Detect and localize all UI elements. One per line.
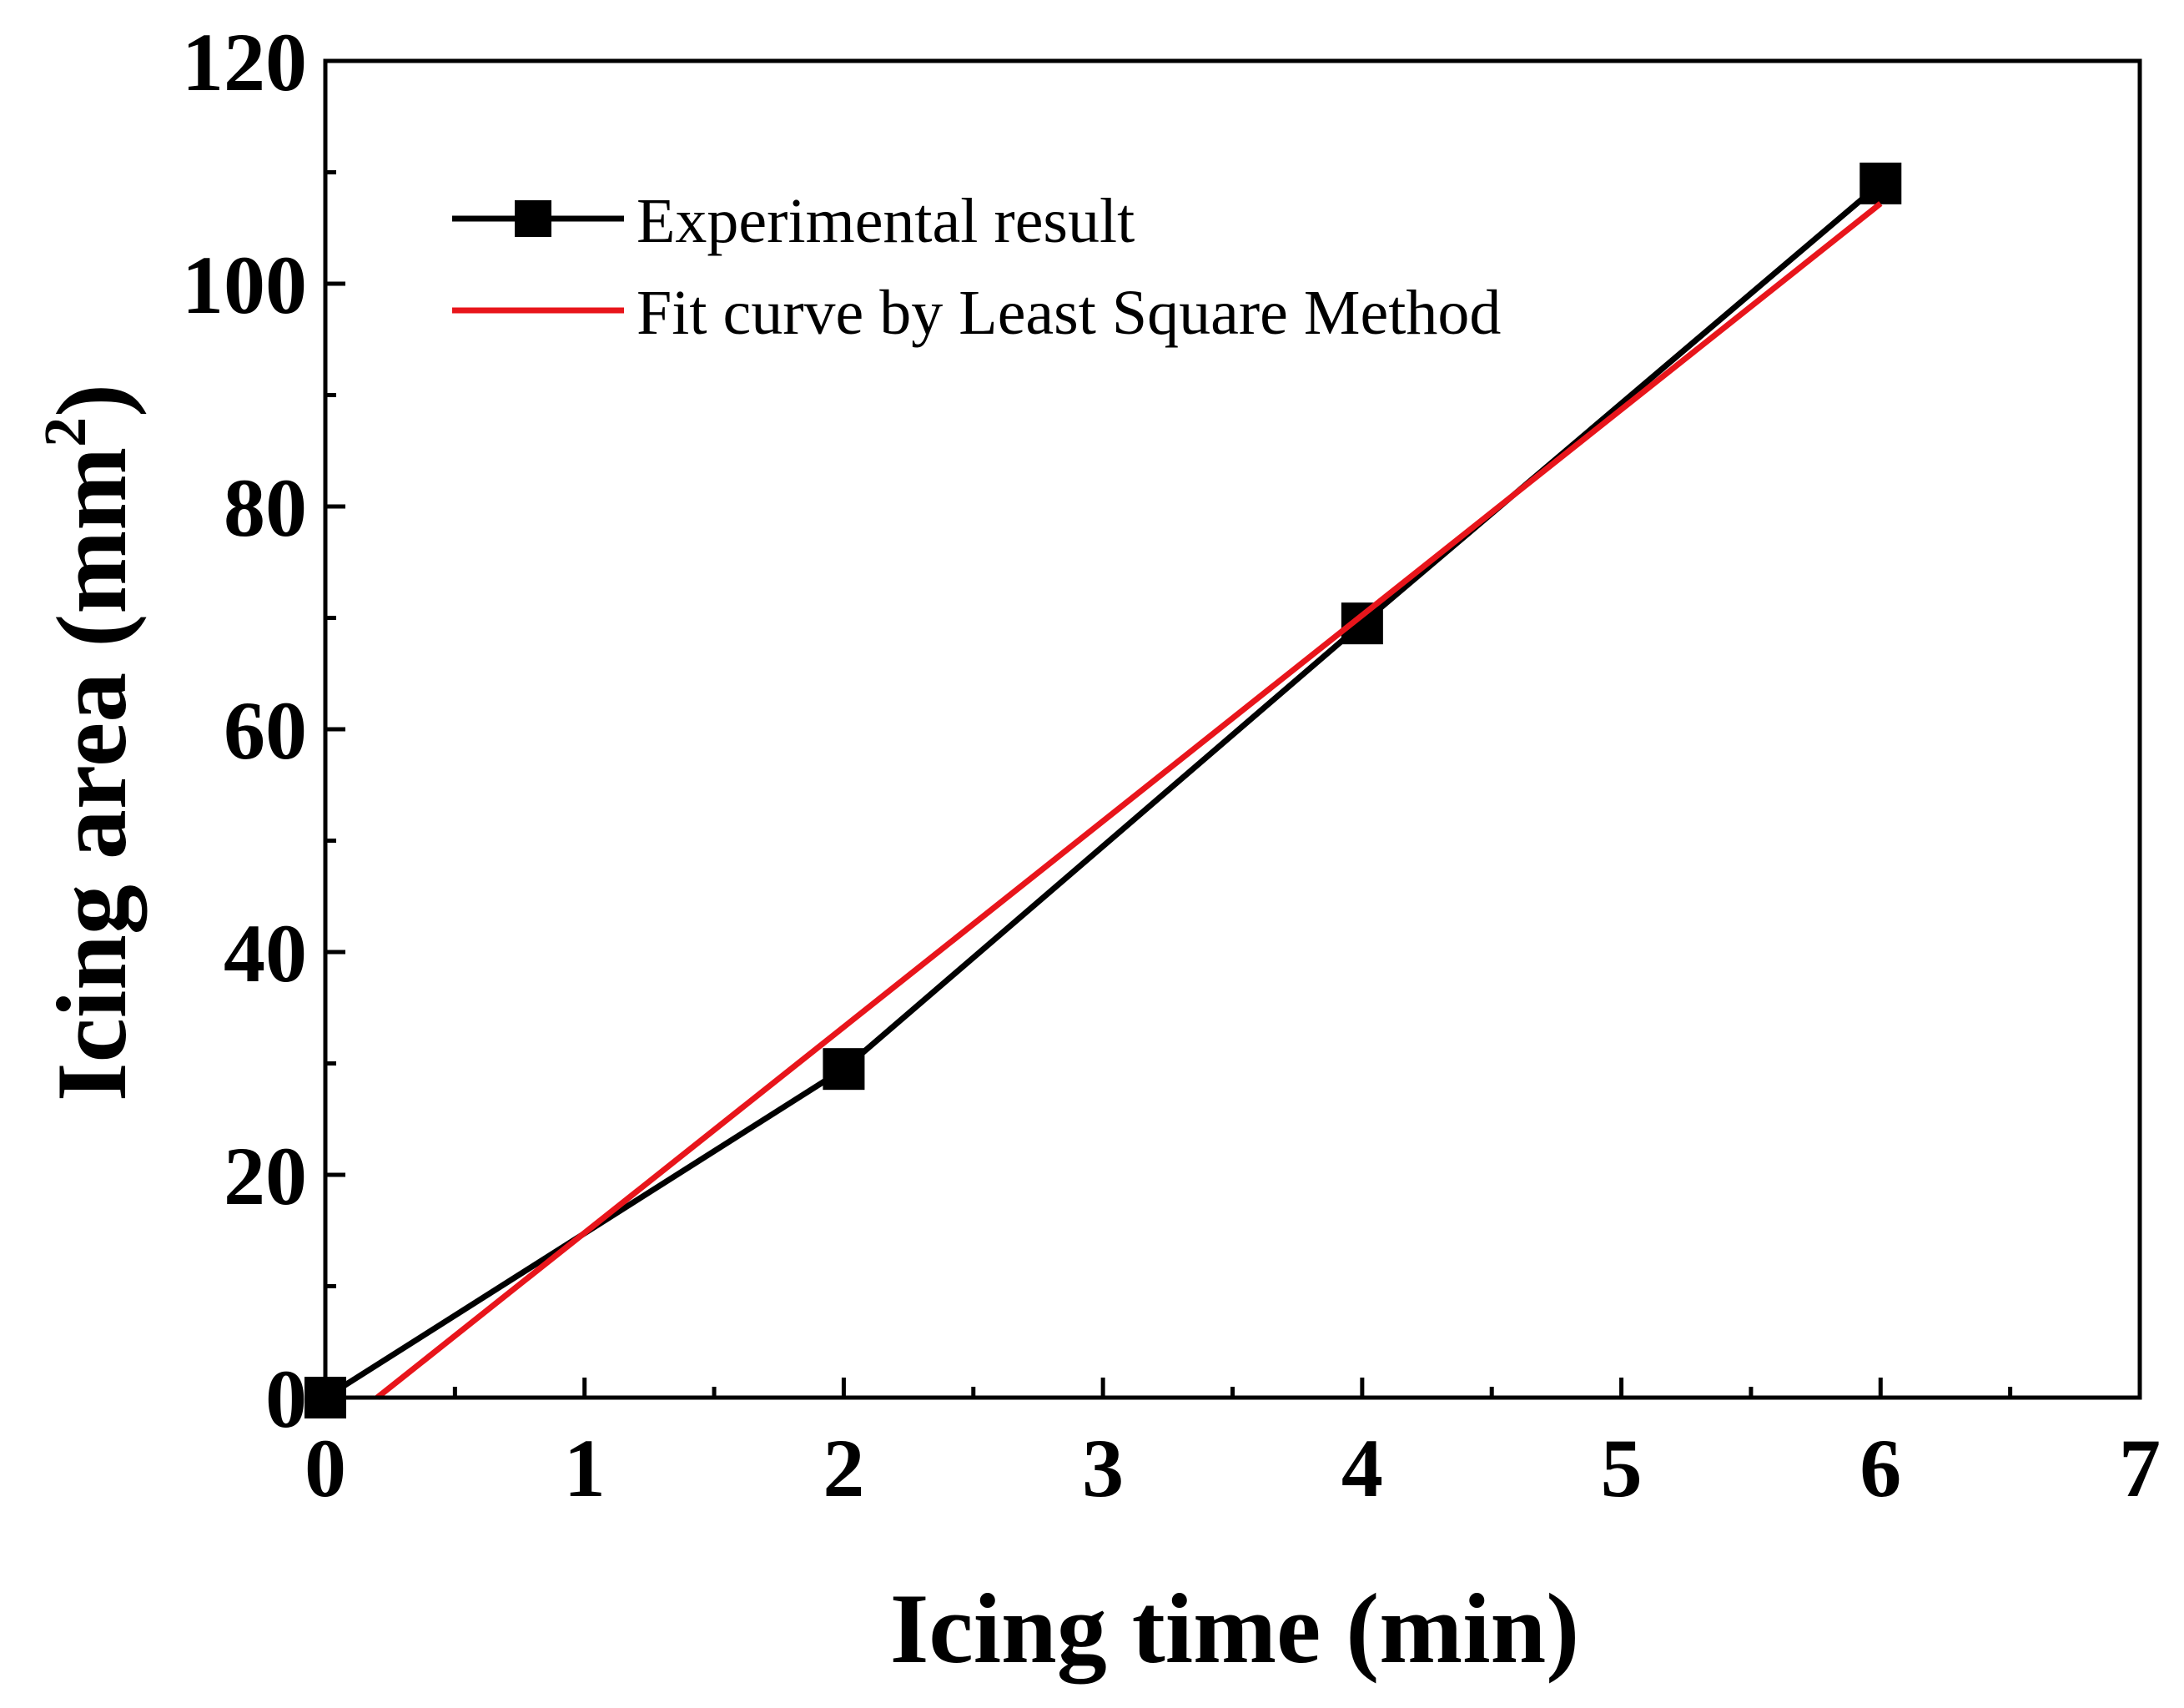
y-tick-label-120: 120 [182, 16, 307, 108]
y-tick-label-80: 80 [224, 461, 307, 554]
legend-label-experimental: Experimental result [637, 186, 1135, 256]
series-layer [304, 162, 1902, 1418]
legend-entry-experimental: Experimental result [452, 186, 1135, 256]
legend-label-fit: Fit curve by Least Square Method [637, 278, 1501, 348]
x-tick-label-6: 6 [1859, 1422, 1901, 1514]
series-line-0 [324, 181, 1883, 1400]
legend: Experimental result Fit curve by Least S… [452, 186, 1501, 348]
x-axis-title: Icing time (min) [890, 1573, 1580, 1685]
y-tick-label-60: 60 [224, 684, 307, 777]
legend-marker-experimental [515, 200, 551, 237]
y-tick-label-40: 40 [224, 907, 307, 1000]
y-tick-label-100: 100 [182, 239, 307, 331]
y-tick-label-20: 20 [224, 1130, 307, 1222]
axes: 0 1 2 3 4 5 6 7 0 20 40 60 80 100 120 [182, 16, 2161, 1514]
y-tick-label-0: 0 [265, 1353, 307, 1445]
plot-frame [323, 58, 2142, 1400]
series-line-1 [375, 201, 1883, 1400]
y-axis-title-superscript: 2 [32, 417, 98, 447]
x-tick-label-0: 0 [304, 1422, 346, 1514]
data-point-0-1 [823, 1048, 865, 1091]
legend-entry-fit: Fit curve by Least Square Method [452, 278, 1501, 348]
x-tick-label-2: 2 [823, 1422, 864, 1514]
y-axis-title: Icing area (mm2) [32, 384, 148, 1101]
y-axis-title-close: ) [36, 384, 147, 417]
y-axis-title-main: Icing area (mm [36, 447, 148, 1101]
x-tick-label-7: 7 [2119, 1422, 2161, 1514]
x-tick-label-1: 1 [564, 1422, 606, 1514]
x-tick-label-3: 3 [1082, 1422, 1124, 1514]
x-tick-label-4: 4 [1341, 1422, 1383, 1514]
data-point-0-3 [1859, 162, 1902, 204]
x-tick-label-5: 5 [1601, 1422, 1643, 1514]
